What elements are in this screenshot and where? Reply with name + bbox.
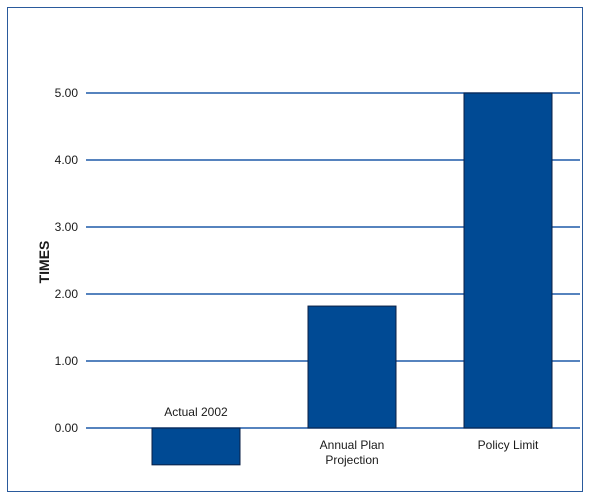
y-tick-label: 2.00 <box>55 287 79 301</box>
category-label: Policy Limit <box>478 438 539 452</box>
y-tick-label: 0.00 <box>55 421 79 435</box>
y-tick-label: 1.00 <box>55 354 79 368</box>
y-tick-label: 5.00 <box>55 86 79 100</box>
y-axis-label: TIMES <box>36 241 52 284</box>
y-tick-label: 3.00 <box>55 220 79 234</box>
y-tick-labels: 0.00 1.00 2.00 3.00 4.00 5.00 <box>55 86 79 435</box>
category-labels: Actual 2002 Annual Plan Projection Policy L… <box>164 405 539 467</box>
bar <box>307 305 397 429</box>
bar <box>463 92 553 429</box>
bar <box>151 427 241 466</box>
y-tick-label: 4.00 <box>55 153 79 167</box>
category-label: Annual Plan Projection <box>320 438 385 467</box>
bars <box>151 92 553 466</box>
category-label: Actual 2002 <box>164 405 228 419</box>
